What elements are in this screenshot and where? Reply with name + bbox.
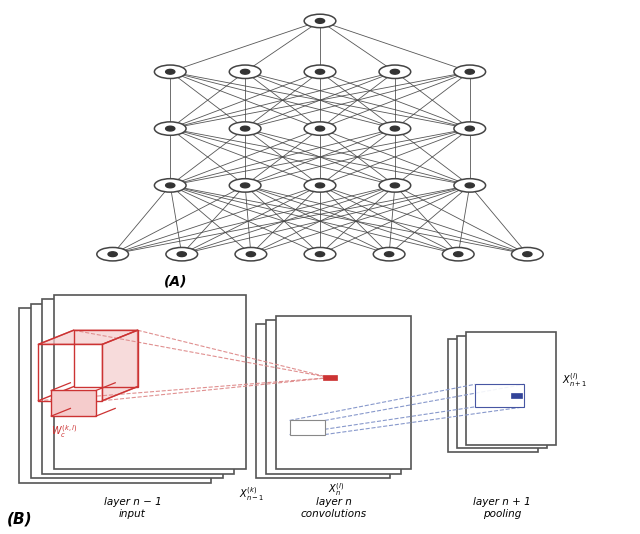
Ellipse shape: [454, 122, 486, 135]
Bar: [475, 384, 524, 407]
Ellipse shape: [304, 65, 336, 78]
Bar: [54, 295, 246, 469]
Circle shape: [108, 252, 117, 256]
Bar: [31, 304, 223, 478]
Circle shape: [246, 252, 255, 256]
Bar: [19, 309, 211, 483]
Text: $X_{n-1}^{(k)}$: $X_{n-1}^{(k)}$: [239, 485, 265, 503]
Bar: [448, 339, 538, 452]
Circle shape: [166, 126, 175, 131]
Circle shape: [390, 69, 399, 74]
Ellipse shape: [454, 65, 486, 78]
Circle shape: [454, 252, 463, 256]
Circle shape: [316, 252, 324, 256]
Ellipse shape: [379, 179, 411, 192]
Circle shape: [465, 126, 474, 131]
Text: (A): (A): [164, 274, 188, 288]
Ellipse shape: [229, 179, 261, 192]
Ellipse shape: [229, 122, 261, 135]
Ellipse shape: [373, 247, 405, 261]
Text: layer n
convolutions: layer n convolutions: [300, 497, 367, 519]
Ellipse shape: [154, 65, 186, 78]
Ellipse shape: [235, 247, 267, 261]
Circle shape: [316, 183, 324, 188]
Ellipse shape: [511, 247, 543, 261]
Polygon shape: [38, 330, 138, 344]
Bar: [276, 316, 411, 469]
Ellipse shape: [97, 247, 129, 261]
Circle shape: [316, 69, 324, 74]
Text: (B): (B): [6, 511, 32, 526]
Ellipse shape: [304, 14, 336, 28]
Polygon shape: [102, 330, 138, 400]
Bar: [511, 393, 522, 398]
Ellipse shape: [379, 122, 411, 135]
Bar: [256, 324, 390, 477]
Bar: [42, 299, 234, 474]
Circle shape: [241, 126, 250, 131]
Ellipse shape: [304, 122, 336, 135]
Ellipse shape: [304, 247, 336, 261]
Bar: [457, 335, 547, 449]
Circle shape: [390, 183, 399, 188]
Ellipse shape: [442, 247, 474, 261]
Bar: [323, 375, 337, 380]
Text: layer n + 1
pooling: layer n + 1 pooling: [473, 497, 531, 519]
Circle shape: [166, 69, 175, 74]
Polygon shape: [51, 390, 96, 416]
Text: layer n − 1
input: layer n − 1 input: [104, 497, 161, 519]
Ellipse shape: [454, 179, 486, 192]
Text: $W_c^{(k,l)}$: $W_c^{(k,l)}$: [51, 423, 77, 440]
Ellipse shape: [304, 179, 336, 192]
Ellipse shape: [154, 122, 186, 135]
Ellipse shape: [229, 65, 261, 78]
Text: $X_n^{(l)}$: $X_n^{(l)}$: [328, 481, 344, 498]
Circle shape: [316, 19, 324, 23]
Circle shape: [385, 252, 394, 256]
Circle shape: [316, 126, 324, 131]
Circle shape: [177, 252, 186, 256]
Circle shape: [465, 69, 474, 74]
Circle shape: [241, 183, 250, 188]
Ellipse shape: [154, 179, 186, 192]
Text: $X_{n+1}^{(l)}$: $X_{n+1}^{(l)}$: [562, 372, 588, 389]
Ellipse shape: [379, 65, 411, 78]
Circle shape: [390, 126, 399, 131]
Circle shape: [523, 252, 532, 256]
Bar: [266, 320, 401, 474]
Bar: [290, 420, 325, 435]
Bar: [466, 332, 556, 445]
Ellipse shape: [166, 247, 198, 261]
Circle shape: [166, 183, 175, 188]
Circle shape: [241, 69, 250, 74]
Circle shape: [465, 183, 474, 188]
